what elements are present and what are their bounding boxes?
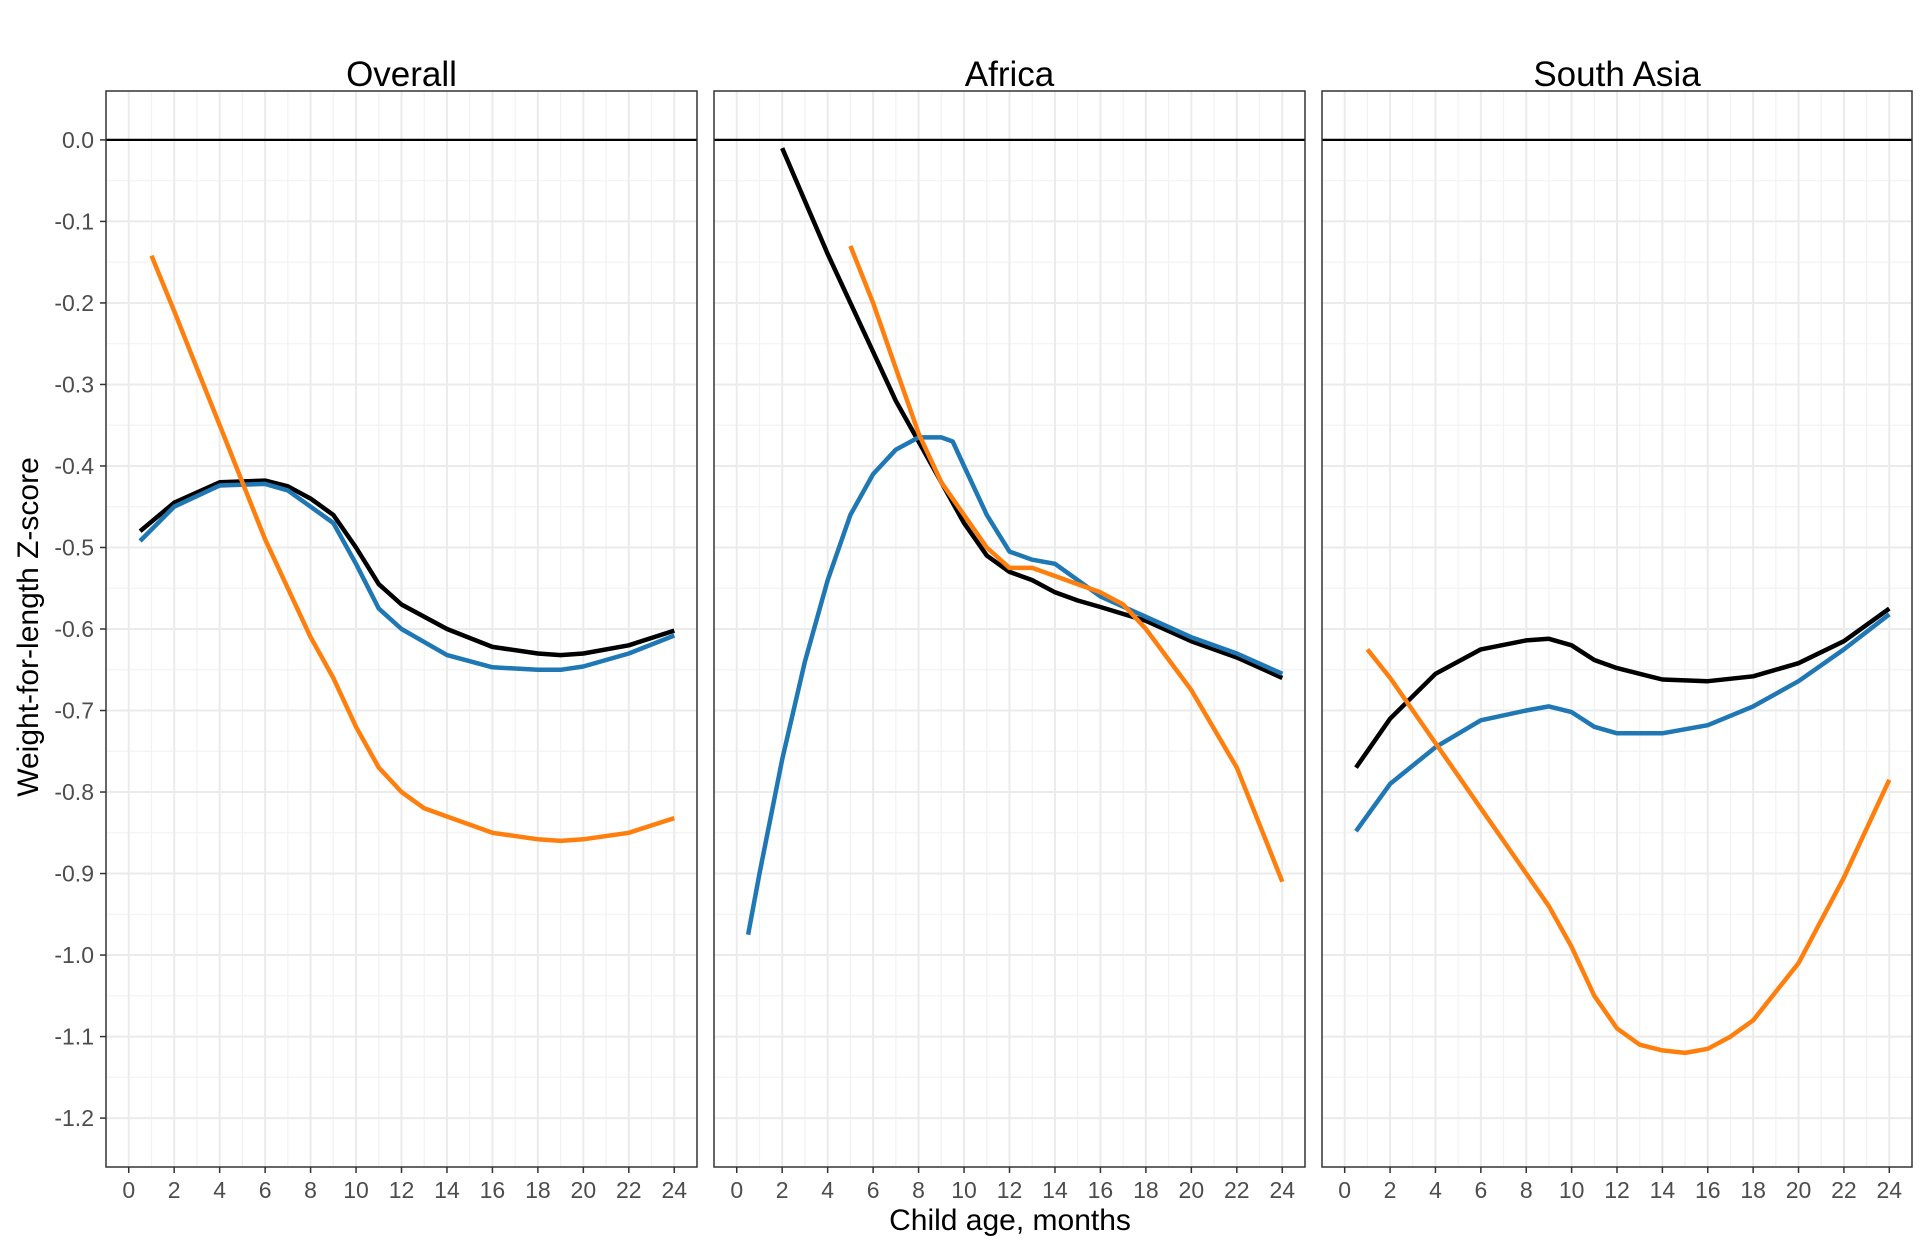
x-tick-label: 14 [434,1177,460,1203]
x-tick-label: 12 [1604,1177,1630,1203]
y-tick-label: -0.9 [54,861,94,887]
x-tick-label: 22 [1831,1177,1857,1203]
x-tick-label: 24 [661,1177,687,1203]
series-line-0 [138,478,675,658]
series-line-2 [1365,647,1892,1056]
x-tick-label: 4 [821,1177,834,1203]
x-tick-label: 14 [1042,1177,1068,1203]
x-tick-label: 22 [1224,1177,1250,1203]
y-tick-label: -0.8 [54,779,94,805]
series-line-1 [138,481,676,673]
y-tick-label: -1.0 [54,942,94,968]
x-tick-label: 14 [1650,1177,1676,1203]
x-tick-label: 2 [168,1177,181,1203]
x-tick-label: 18 [1133,1177,1159,1203]
x-tick-label: 8 [1520,1177,1533,1203]
x-tick-label: 10 [343,1177,369,1203]
x-tick-label: 20 [1786,1177,1812,1203]
panel-title: Africa [965,55,1055,94]
x-tick-label: 12 [389,1177,415,1203]
x-tick-label: 4 [1429,1177,1442,1203]
y-axis-title: Weight-for-length Z-score [12,457,45,797]
x-tick-label: 4 [213,1177,226,1203]
series-line-1 [1354,612,1891,833]
x-tick-label: 18 [525,1177,551,1203]
x-tick-label: 16 [1088,1177,1114,1203]
x-tick-label: 12 [997,1177,1023,1203]
y-tick-label: -0.5 [54,534,94,560]
x-tick-label: 18 [1740,1177,1766,1203]
x-tick-label: 0 [730,1177,743,1203]
x-tick-label: 6 [867,1177,880,1203]
x-tick-label: 6 [1474,1177,1487,1203]
x-tick-label: 10 [951,1177,977,1203]
y-tick-label: -0.7 [54,698,94,724]
y-tick-label: -0.4 [54,453,94,479]
x-tick-label: 2 [776,1177,789,1203]
y-tick-label: -0.2 [54,290,94,316]
y-tick-label: -0.1 [54,208,94,234]
x-tick-label: 10 [1559,1177,1585,1203]
x-tick-label: 20 [1179,1177,1205,1203]
x-tick-label: 20 [571,1177,597,1203]
series-line-0 [1354,606,1891,769]
series-line-2 [848,245,1285,883]
series-line-2 [149,254,675,844]
x-tick-label: 24 [1269,1177,1295,1203]
y-tick-label: -0.6 [54,616,94,642]
y-tick-label: -0.3 [54,371,94,397]
x-tick-label: 0 [122,1177,135,1203]
y-tick-label: -1.2 [54,1105,94,1131]
x-tick-label: 2 [1384,1177,1397,1203]
x-tick-label: 0 [1338,1177,1351,1203]
x-tick-label: 24 [1877,1177,1903,1203]
panel-title: Overall [346,55,457,94]
x-tick-label: 16 [1695,1177,1721,1203]
x-tick-label: 8 [912,1177,925,1203]
series-line-0 [780,147,1284,680]
x-axis-title: Child age, months [889,1204,1131,1237]
x-tick-label: 6 [259,1177,272,1203]
y-tick-label: -1.1 [54,1024,94,1050]
panel-title: South Asia [1533,55,1701,94]
x-tick-label: 8 [304,1177,317,1203]
x-tick-label: 16 [480,1177,506,1203]
x-tick-label: 22 [616,1177,642,1203]
y-tick-label: 0.0 [62,127,94,153]
